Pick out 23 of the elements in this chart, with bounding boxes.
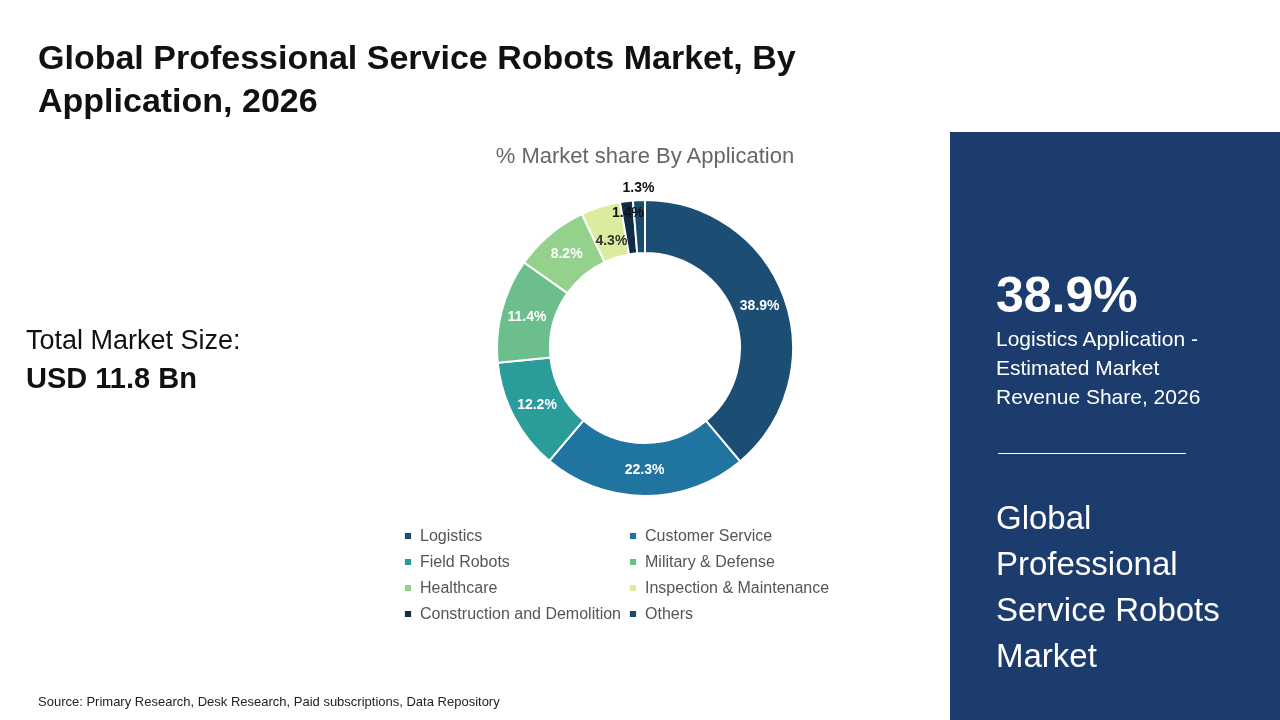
text: Logistics Application - Estimated Market Revenue Share, 2026 [996, 326, 1202, 410]
text: 38.9% [996, 266, 1138, 324]
data-label: 12.2% [517, 395, 558, 412]
data-label: 38.9% [739, 297, 781, 314]
legend-label: Others [645, 605, 694, 622]
legend-label: Field Robots [420, 553, 510, 570]
data-label: 8.2% [550, 245, 584, 262]
source-note: Source: Primary Research, Desk Research, Paid subscriptions, Data Repository [38, 694, 500, 709]
data-label: 1.3% [622, 179, 655, 196]
legend-label: Inspection & Maintenance [645, 579, 830, 596]
chart-subtitle: % Market share By Application [495, 143, 795, 168]
data-label: 11.4% [507, 307, 548, 324]
data-label: 22.3% [624, 461, 666, 477]
legend-label: Construction and Demolition [420, 605, 621, 622]
legend-label: Military & Defense [645, 553, 775, 570]
legend-label: Customer Service [645, 527, 773, 544]
data-label: 4.3% [595, 232, 628, 249]
legend-label: Healthcare [420, 579, 498, 596]
text: USD 11.8 Bn [26, 362, 197, 395]
text: Total Market Size: [26, 325, 241, 356]
text: Global Professional Service Robots Market [996, 498, 1221, 676]
legend-label: Logistics [420, 527, 483, 544]
chart-title: Global Professional Service Robots Market, By Application, 2026 [38, 37, 797, 121]
